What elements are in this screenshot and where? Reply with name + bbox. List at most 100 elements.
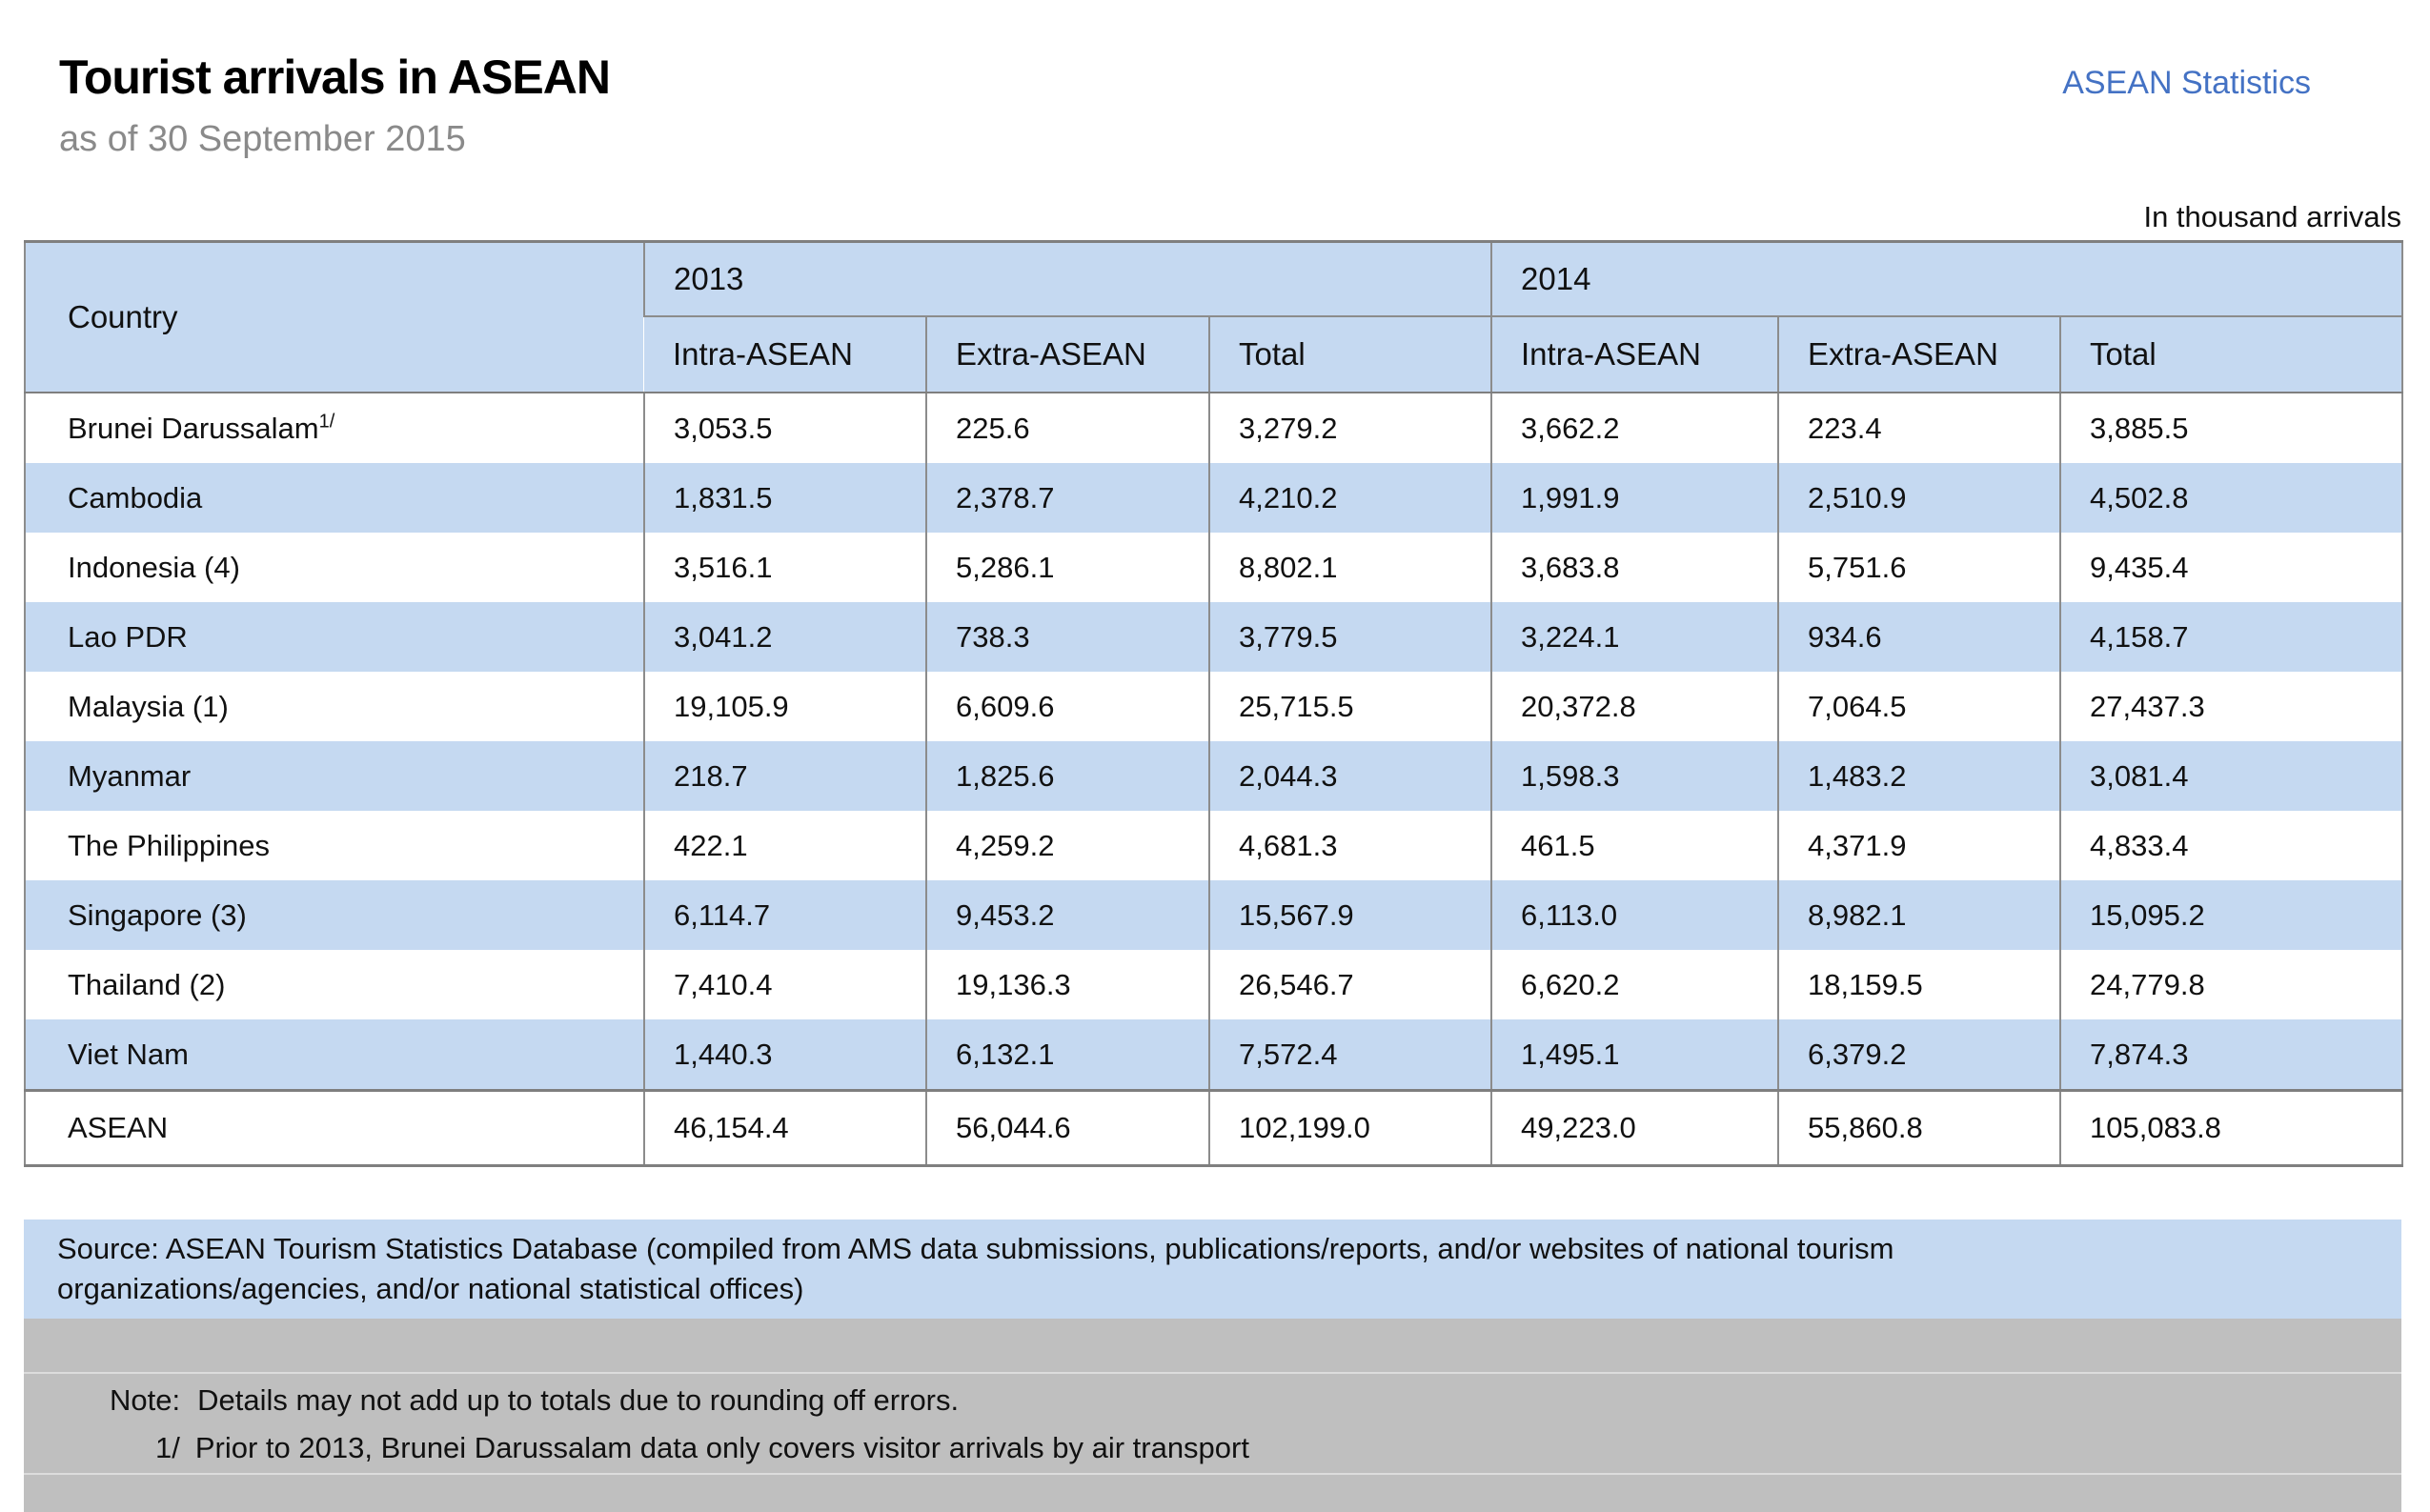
table-row: Thailand (2) 7,410.4 19,136.3 26,546.7 6…	[25, 950, 2403, 1019]
value-cell: 1,831.5	[643, 463, 926, 533]
value-cell: 7,572.4	[1207, 1019, 1492, 1091]
value-cell: 6,620.2	[1490, 950, 1779, 1019]
value-cell: 6,609.6	[925, 672, 1209, 741]
value-cell: 4,502.8	[2059, 463, 2403, 533]
value-cell: 18,159.5	[1777, 950, 2061, 1019]
value-cell: 934.6	[1777, 602, 2061, 672]
country-name: Brunei Darussalam	[68, 411, 319, 445]
footnote-line: 1/Prior to 2013, Brunei Darussalam data …	[155, 1431, 2401, 1465]
header-intra-asean-2014: Intra-ASEAN	[1490, 316, 1779, 393]
total-row-label: ASEAN	[25, 1089, 644, 1166]
table-header: Country 2013 2014 Intra-ASEAN Extra-ASEA…	[25, 241, 2403, 393]
country-name: Indonesia (4)	[68, 550, 240, 584]
header-total-2013: Total	[1207, 316, 1492, 393]
value-cell: 8,982.1	[1777, 880, 2061, 950]
note-text: Details may not add up to totals due to …	[197, 1383, 960, 1417]
footnote-ref: 1/	[318, 411, 335, 433]
value-cell: 3,885.5	[2059, 393, 2403, 463]
value-cell: 6,379.2	[1777, 1019, 2061, 1091]
country-name: Singapore (3)	[68, 897, 247, 932]
header-year-2013: 2013	[642, 241, 1492, 317]
value-cell: 27,437.3	[2059, 672, 2403, 741]
unit-note: In thousand arrivals	[2143, 200, 2401, 233]
country-name: Thailand (2)	[68, 967, 226, 1001]
value-cell: 3,516.1	[643, 533, 926, 602]
value-cell: 4,371.9	[1777, 811, 2061, 880]
table-row: Lao PDR 3,041.2 738.3 3,779.5 3,224.1 93…	[25, 602, 2403, 672]
value-cell: 2,378.7	[925, 463, 1209, 533]
value-cell: 7,410.4	[643, 950, 926, 1019]
header-country: Country	[25, 241, 644, 393]
header-extra-asean-2013: Extra-ASEAN	[925, 316, 1209, 393]
country-name: Malaysia (1)	[68, 689, 229, 723]
table-row: Brunei Darussalam1/ 3,053.5 225.6 3,279.…	[25, 393, 2403, 463]
value-cell: 55,860.8	[1777, 1089, 2061, 1166]
value-cell: 3,053.5	[643, 393, 926, 463]
value-cell: 3,279.2	[1207, 393, 1492, 463]
value-cell: 2,044.3	[1207, 741, 1492, 811]
table-row: Myanmar 218.7 1,825.6 2,044.3 1,598.3 1,…	[25, 741, 2403, 811]
value-cell: 3,081.4	[2059, 741, 2403, 811]
value-cell: 9,453.2	[925, 880, 1209, 950]
note-line: Note: Details may not add up to totals du…	[110, 1319, 2401, 1418]
source-line-2: organizations/agencies, and/or national …	[57, 1272, 804, 1305]
arrivals-table: Country 2013 2014 Intra-ASEAN Extra-ASEA…	[24, 240, 2404, 1167]
value-cell: 49,223.0	[1490, 1089, 1779, 1166]
footnote-marker: 1/	[155, 1431, 180, 1464]
value-cell: 46,154.4	[643, 1089, 926, 1166]
asean-statistics-link[interactable]: ASEAN Statistics	[2062, 65, 2311, 101]
country-name: Lao PDR	[68, 619, 188, 654]
value-cell: 3,662.2	[1490, 393, 1779, 463]
value-cell: 3,041.2	[643, 602, 926, 672]
gridline	[24, 1473, 2401, 1475]
note-label: Note:	[110, 1383, 181, 1417]
value-cell: 19,105.9	[643, 672, 926, 741]
header-total-2014: Total	[2059, 316, 2403, 393]
value-cell: 4,681.3	[1207, 811, 1492, 880]
value-cell: 1,483.2	[1777, 741, 2061, 811]
value-cell: 102,199.0	[1207, 1089, 1492, 1166]
page-title: Tourist arrivals in ASEAN	[59, 50, 611, 104]
value-cell: 218.7	[643, 741, 926, 811]
header-year-2014: 2014	[1490, 241, 2403, 317]
value-cell: 225.6	[925, 393, 1209, 463]
value-cell: 1,825.6	[925, 741, 1209, 811]
value-cell: 4,833.4	[2059, 811, 2403, 880]
value-cell: 26,546.7	[1207, 950, 1492, 1019]
source-block: Source: ASEAN Tourism Statistics Databas…	[24, 1220, 2401, 1319]
table-row: Cambodia 1,831.5 2,378.7 4,210.2 1,991.9…	[25, 463, 2403, 533]
value-cell: 4,158.7	[2059, 602, 2403, 672]
value-cell: 3,683.8	[1490, 533, 1779, 602]
value-cell: 3,224.1	[1490, 602, 1779, 672]
value-cell: 4,259.2	[925, 811, 1209, 880]
country-name: Myanmar	[68, 758, 192, 793]
gridline	[24, 1372, 2401, 1374]
table-row: Indonesia (4) 3,516.1 5,286.1 8,802.1 3,…	[25, 533, 2403, 602]
table-row: The Philippines 422.1 4,259.2 4,681.3 46…	[25, 811, 2403, 880]
table-body: Brunei Darussalam1/ 3,053.5 225.6 3,279.…	[25, 393, 2403, 1091]
value-cell: 461.5	[1490, 811, 1779, 880]
value-cell: 1,440.3	[643, 1019, 926, 1091]
header-extra-asean-2014: Extra-ASEAN	[1777, 316, 2061, 393]
value-cell: 5,286.1	[925, 533, 1209, 602]
value-cell: 15,567.9	[1207, 880, 1492, 950]
note-block: Note: Details may not add up to totals du…	[24, 1319, 2401, 1512]
value-cell: 738.3	[925, 602, 1209, 672]
value-cell: 7,064.5	[1777, 672, 2061, 741]
value-cell: 15,095.2	[2059, 880, 2403, 950]
table-row: Malaysia (1) 19,105.9 6,609.6 25,715.5 2…	[25, 672, 2403, 741]
total-row: ASEAN 46,154.4 56,044.6 102,199.0 49,223…	[25, 1089, 2403, 1166]
value-cell: 6,114.7	[643, 880, 926, 950]
table-row: Singapore (3) 6,114.7 9,453.2 15,567.9 6…	[25, 880, 2403, 950]
footnote-text: Prior to 2013, Brunei Darussalam data on…	[194, 1431, 1249, 1464]
value-cell: 105,083.8	[2059, 1089, 2403, 1166]
value-cell: 56,044.6	[925, 1089, 1209, 1166]
value-cell: 8,802.1	[1207, 533, 1492, 602]
value-cell: 20,372.8	[1490, 672, 1779, 741]
value-cell: 25,715.5	[1207, 672, 1492, 741]
value-cell: 24,779.8	[2059, 950, 2403, 1019]
value-cell: 223.4	[1777, 393, 2061, 463]
country-name: Viet Nam	[68, 1037, 189, 1071]
value-cell: 422.1	[643, 811, 926, 880]
value-cell: 5,751.6	[1777, 533, 2061, 602]
